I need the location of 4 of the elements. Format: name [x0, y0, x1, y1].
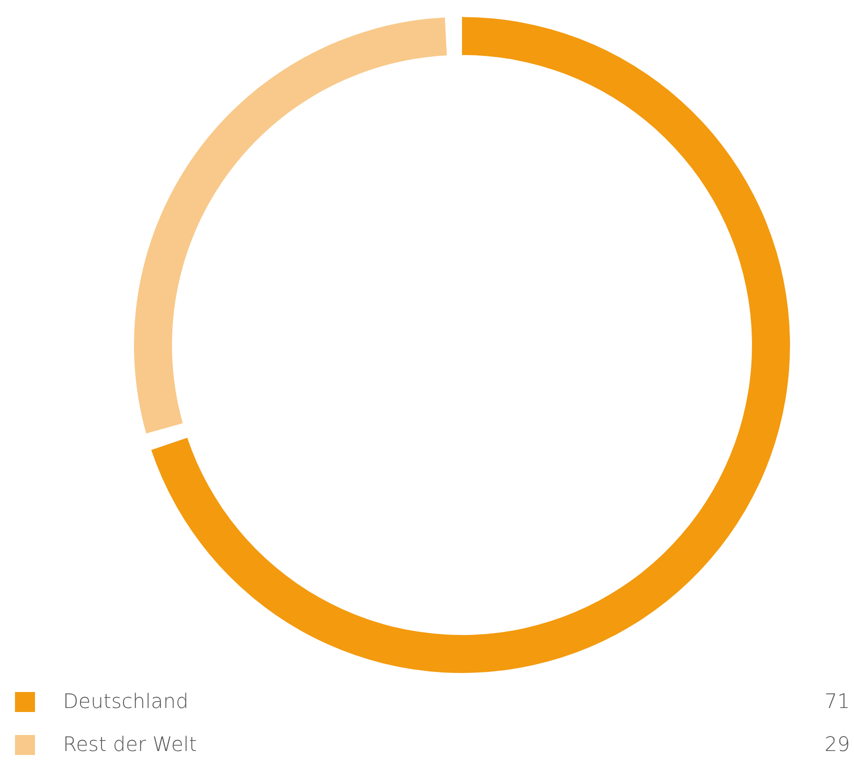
- legend-label: Deutschland: [63, 689, 188, 713]
- legend-label: Rest der Welt: [63, 732, 197, 756]
- data-label: 29: [824, 732, 850, 756]
- data-label: 71: [824, 689, 850, 713]
